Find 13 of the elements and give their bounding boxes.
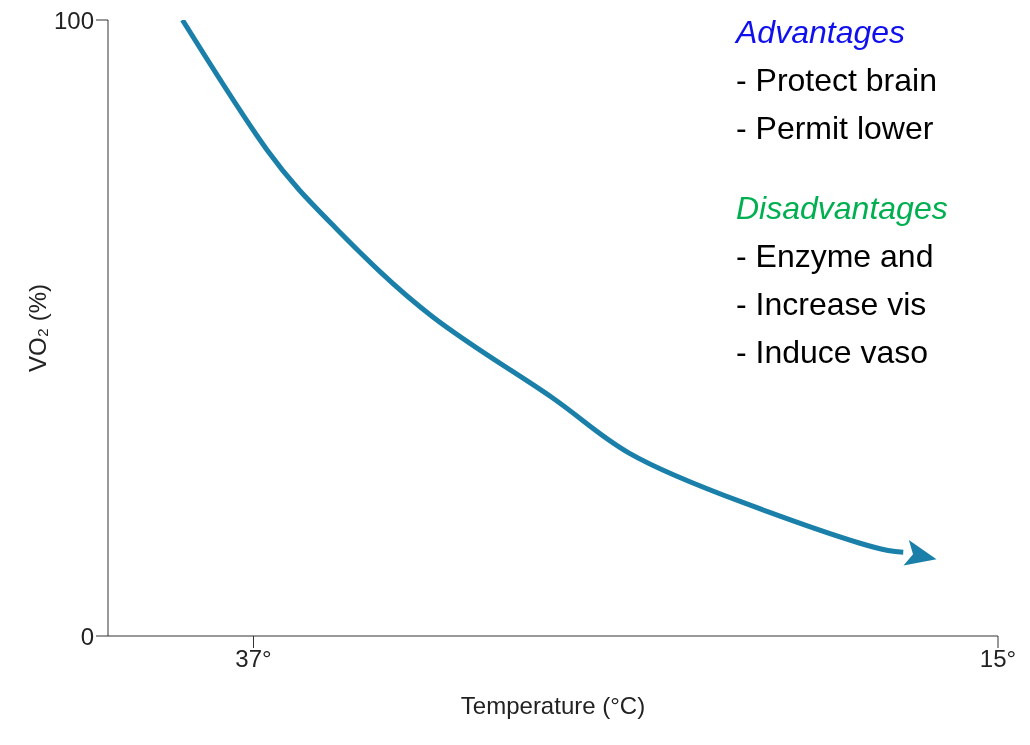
annotation: - Protect brain [736,61,938,100]
y-axis-title: VO₂ (%) [24,284,52,372]
annotation: - Permit lower [736,109,935,148]
x-tick-label: 15° [979,645,1017,673]
annotation: Advantages [736,13,906,52]
y-tick-label: 100 [53,6,94,34]
annotation: - Induce vaso [736,333,930,372]
x-tick-label: 37° [235,645,272,673]
x-axis-title: Temperature (°C) [460,692,646,719]
annotation: - Increase vis [736,285,928,324]
annotation: - Enzyme and [736,237,935,276]
annotation: Disadvantages [736,189,948,228]
y-tick-label: 0 [80,622,94,650]
